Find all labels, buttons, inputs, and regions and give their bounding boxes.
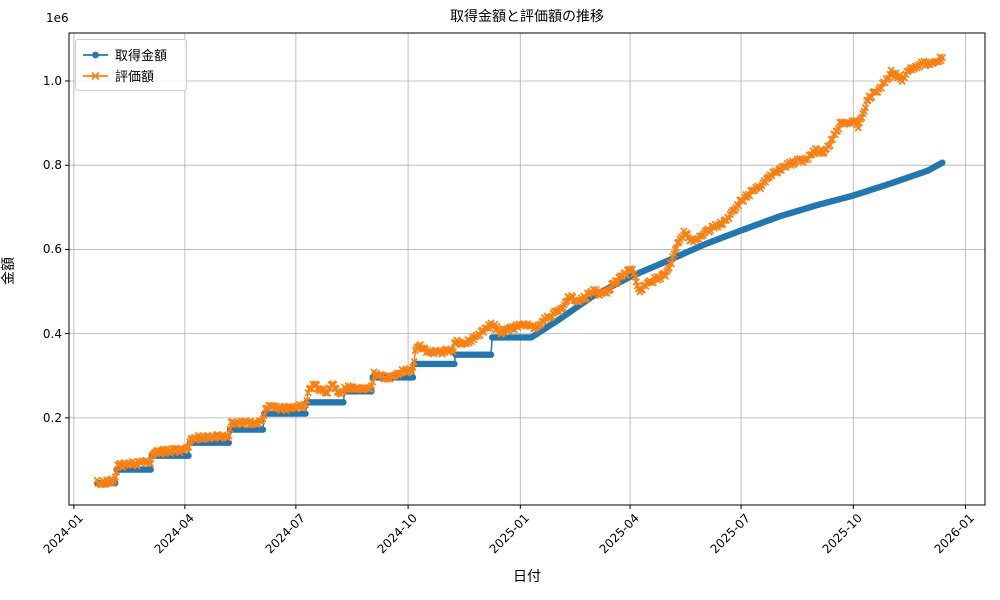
legend-label: 取得金額 <box>115 49 168 64</box>
x-axis-label: 日付 <box>513 569 541 585</box>
y-tick-label: 0.4 <box>42 326 62 341</box>
chart-title: 取得金額と評価額の推移 <box>450 9 604 25</box>
legend-item-valuation: 評価額 <box>82 65 178 86</box>
y-tick-label: 0.8 <box>42 158 62 173</box>
legend: 取得金額 評価額 <box>75 39 187 91</box>
legend-item-acquisition: 取得金額 <box>82 44 178 65</box>
y-tick-label: 0.6 <box>42 242 62 257</box>
circle-marker-icon <box>83 51 108 58</box>
y-tick-label: 1.0 <box>42 74 62 88</box>
y-tick-label: 0.2 <box>42 410 62 425</box>
y-axis-offset-label: 1e6 <box>46 11 69 25</box>
x-marker-icon <box>83 71 108 80</box>
legend-label: 評価額 <box>115 70 155 85</box>
